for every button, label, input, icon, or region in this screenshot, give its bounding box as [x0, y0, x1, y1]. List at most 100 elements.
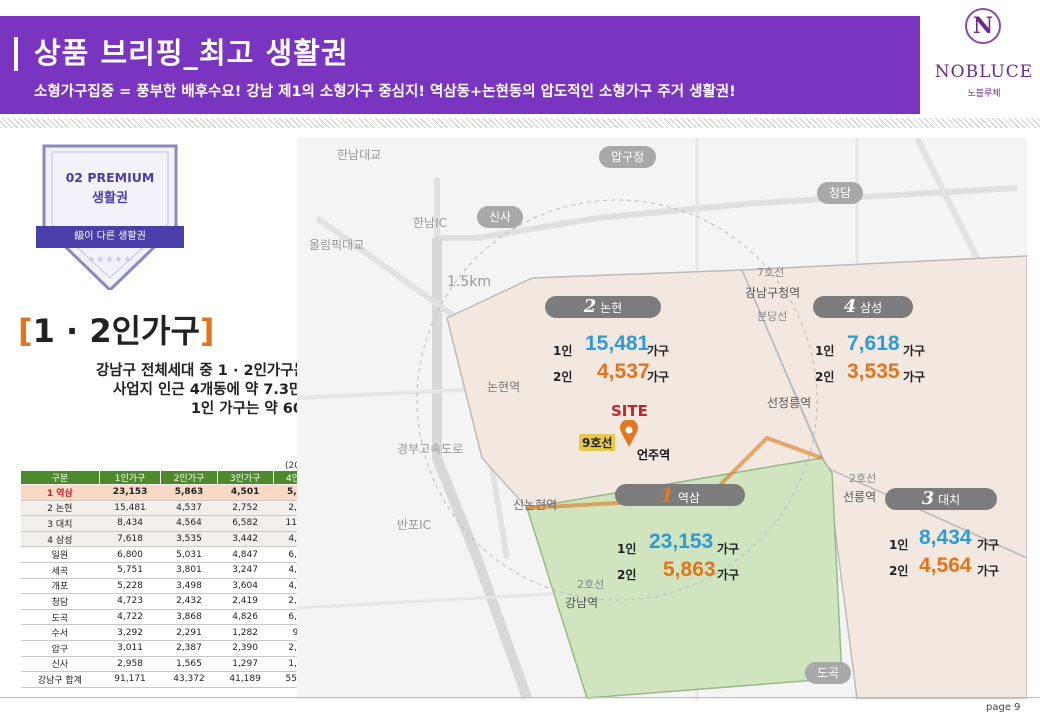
- table-cell: 강남구 합계: [20, 671, 100, 688]
- table-cell: 6,800: [99, 546, 161, 563]
- area-map: 압구정 신사 청담 도곡 한남대교 한남IC 올림픽대교 1.5km 강남구청역…: [297, 138, 1027, 700]
- table-cell: 4,564: [160, 515, 218, 532]
- place-dogok: 도곡: [805, 662, 852, 684]
- area-nonhyeon-couple-unit: 가구: [647, 370, 670, 384]
- table-cell: 도곡: [20, 609, 100, 626]
- table-cell: 2,432: [160, 593, 218, 610]
- badge-line1: 02 PREMIUM: [65, 170, 155, 185]
- place-eonju: 언주역: [637, 448, 671, 462]
- area-daechi-single: 8,434: [919, 526, 972, 549]
- table-cell: 신사: [20, 656, 100, 673]
- area-nonhyeon-single-label: 1인: [553, 344, 573, 358]
- bundang-label: 분당선: [757, 310, 788, 323]
- table-cell: 3 대치: [20, 515, 100, 532]
- table-cell: 4,847: [217, 546, 274, 563]
- page-number: page 9: [986, 702, 1021, 713]
- area-samsung-tag: 4 삼성: [813, 296, 913, 318]
- table-cell: 수서: [20, 624, 100, 641]
- table-cell: 3,011: [99, 640, 161, 657]
- table-cell: 5,031: [160, 546, 218, 563]
- area-yeoksam-single-label: 1인: [617, 542, 637, 556]
- table-cell: 1 역삼: [20, 484, 100, 501]
- area-samsung-couple: 3,535: [847, 360, 900, 383]
- area-nonhyeon-single-unit: 가구: [647, 344, 670, 358]
- table-cell: 4,537: [160, 500, 218, 517]
- place-hannam-ic: 한남IC: [413, 216, 447, 230]
- table-cell: 일원: [20, 546, 100, 563]
- site-label: SITE: [611, 402, 648, 420]
- place-olympic-bridge: 올림픽대교: [309, 238, 365, 252]
- area-yeoksam-tag: 1 역삼: [615, 484, 745, 506]
- table-cell: 91,171: [99, 671, 161, 688]
- area-daechi-single-label: 1인: [889, 538, 909, 552]
- area-samsung-single-unit: 가구: [903, 344, 926, 358]
- place-gangnam-cheong: 강남구청역: [745, 286, 801, 300]
- table-cell: 2,387: [160, 640, 218, 657]
- table-cell: 2,390: [217, 640, 274, 657]
- area-samsung-single: 7,618: [847, 332, 900, 355]
- logo-korean-name: 노블루체: [967, 89, 1001, 99]
- table-header-cell: 3인가구: [216, 470, 274, 485]
- table-cell: 41,189: [217, 671, 274, 688]
- place-seolleung: 선릉역: [843, 490, 877, 504]
- table-cell: 5,751: [99, 562, 161, 579]
- table-cell: 세곡: [20, 562, 100, 579]
- header-banner: 상품 브리핑_최고 생활권 소형가구집중 = 풍부한 배후수요! 강남 제1의 …: [0, 16, 920, 114]
- area-nonhyeon-tag: 2 논현: [545, 296, 661, 318]
- table-cell: 압구: [20, 640, 100, 657]
- area-yeoksam-couple: 5,863: [663, 558, 716, 581]
- place-apgujeong: 압구정: [599, 146, 657, 168]
- line2a-label: 2호선: [577, 578, 605, 591]
- table-cell: 2,291: [160, 624, 218, 641]
- table-header-cell: 2인가구: [160, 470, 218, 485]
- table-cell: 4 삼성: [20, 531, 100, 548]
- area-daechi-tag: 3 대치: [885, 488, 997, 510]
- header-accent-bar: [14, 37, 18, 71]
- table-cell: 3,535: [160, 531, 218, 548]
- premium-badge: 02 PREMIUM 생활권 級이 다른 생활권 ★★★★★: [30, 140, 190, 290]
- footer-line: [0, 697, 1040, 698]
- area-nonhyeon-single: 15,481: [585, 332, 650, 355]
- area-samsung-couple-label: 2인: [815, 370, 835, 384]
- table-cell: 3,292: [99, 624, 161, 641]
- place-hannam-bridge: 한남대교: [337, 148, 382, 162]
- table-cell: 15,481: [99, 500, 161, 517]
- map-roads: [297, 138, 1027, 700]
- place-cheongdam: 청담: [817, 182, 864, 204]
- line2b-label: 2호선: [849, 472, 877, 485]
- table-cell: 4,826: [217, 609, 274, 626]
- table-cell: 2,958: [99, 656, 161, 673]
- brand-logo: N NOBLUCE 노블루체: [928, 8, 1040, 104]
- badge-line2: 생활권: [92, 191, 128, 206]
- area-nonhyeon-couple-label: 2인: [553, 370, 573, 384]
- area-daechi-couple: 4,564: [919, 554, 972, 577]
- table-header-cell: 구분: [20, 470, 100, 485]
- table-cell: 5,228: [99, 578, 161, 595]
- table-cell: 3,247: [217, 562, 274, 579]
- area-yeoksam-couple-unit: 가구: [717, 568, 740, 582]
- table-cell: 청담: [20, 593, 100, 610]
- table-cell: 43,372: [160, 671, 218, 688]
- area-nonhyeon-couple: 4,537: [597, 360, 650, 383]
- page-subtitle: 소형가구집중 = 풍부한 배후수요! 강남 제1의 소형가구 중심지! 역삼동+…: [34, 84, 736, 100]
- table-header-cell: 1인가구: [98, 470, 162, 485]
- area-daechi-couple-label: 2인: [889, 564, 909, 578]
- table-cell: 4,501: [217, 484, 274, 501]
- place-sinsa: 신사: [477, 206, 524, 228]
- area-daechi-single-unit: 가구: [977, 538, 1000, 552]
- table-cell: 2 논현: [20, 500, 100, 517]
- distance-label: 1.5km: [447, 274, 492, 290]
- header-divider: [0, 118, 1040, 128]
- page-title: 상품 브리핑_최고 생활권: [34, 36, 349, 70]
- area-samsung-couple-unit: 가구: [903, 370, 926, 384]
- table-cell: 1,297: [217, 656, 274, 673]
- area-yeoksam-single: 23,153: [649, 530, 714, 553]
- line7-label: 7호선: [757, 266, 785, 279]
- place-banpo-ic: 반포IC: [397, 518, 431, 532]
- table-cell: 2,419: [217, 593, 274, 610]
- area-samsung-single-label: 1인: [815, 344, 835, 358]
- place-nonhyeon-station: 논현역: [487, 380, 521, 394]
- table-cell: 1,565: [160, 656, 218, 673]
- table-cell: 3,801: [160, 562, 218, 579]
- table-cell: 6,582: [217, 515, 274, 532]
